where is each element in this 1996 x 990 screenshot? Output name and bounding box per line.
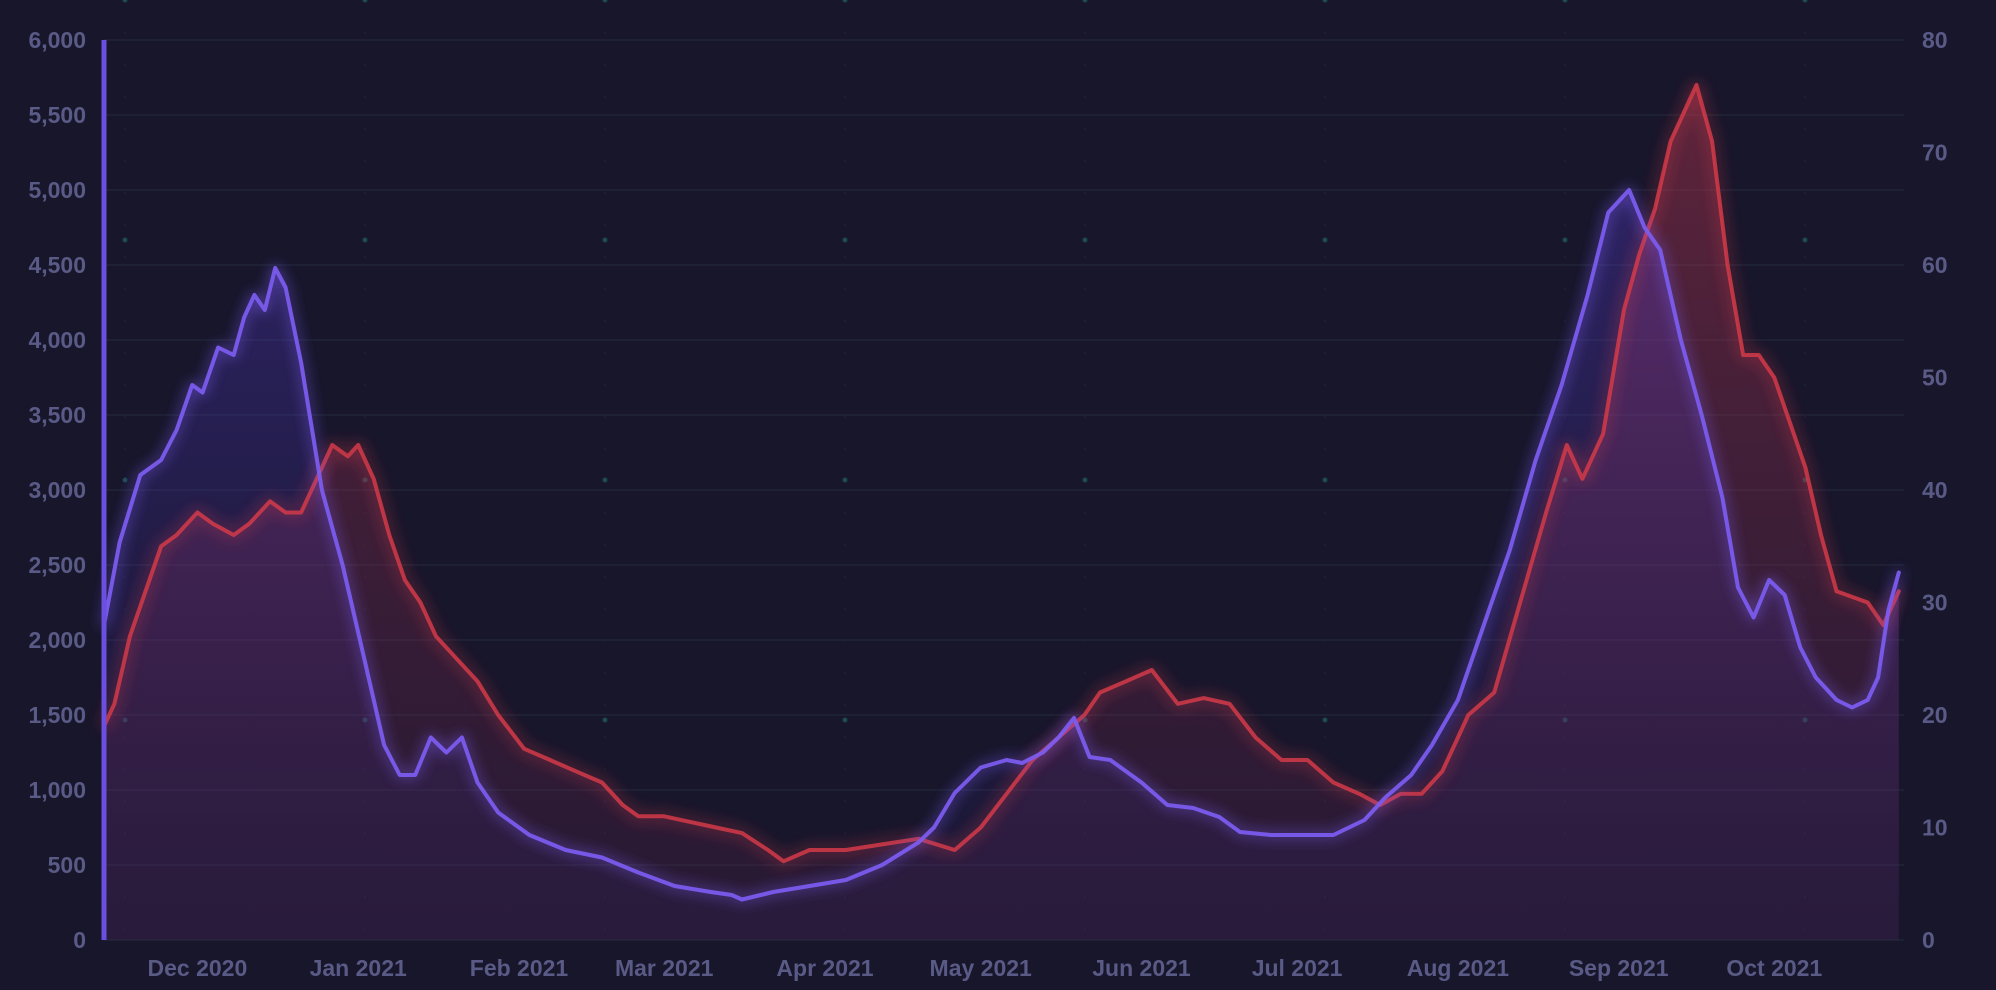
grid-node [602, 477, 608, 483]
grid-node [1322, 717, 1328, 723]
grid-node [1562, 237, 1568, 243]
grid-node [1082, 237, 1088, 243]
x-tick-label: Sep 2021 [1569, 955, 1669, 981]
x-tick-label: Jan 2021 [310, 955, 407, 981]
grid-node [122, 0, 128, 3]
left-y-tick-label: 3,500 [28, 402, 86, 428]
x-tick-label: Jul 2021 [1252, 955, 1343, 981]
grid-node [122, 237, 128, 243]
x-tick-label: May 2021 [930, 955, 1033, 981]
left-y-tick-label: 2,500 [28, 552, 86, 578]
right-y-tick-label: 0 [1922, 927, 1935, 953]
x-tick-label: Apr 2021 [776, 955, 873, 981]
left-y-tick-label: 5,500 [28, 102, 86, 128]
series-lines [102, 83, 1901, 902]
x-tick-label: Mar 2021 [615, 955, 714, 981]
right-y-tick-label: 60 [1922, 252, 1948, 278]
left-y-tick-label: 5,000 [28, 177, 86, 203]
right-y-tick-label: 50 [1922, 365, 1948, 391]
grid-node [842, 717, 848, 723]
grid-node [122, 477, 128, 483]
right-y-tick-label: 10 [1922, 815, 1948, 841]
left-y-axis: 0 500 1,000 1,500 2,000 2,500 3,000 3,500 4,000 4… [28, 27, 86, 953]
x-tick-label: Jun 2021 [1092, 955, 1191, 981]
left-y-tick-label: 1,500 [28, 702, 86, 728]
left-y-tick-label: 500 [48, 852, 86, 878]
grid-node [1802, 237, 1808, 243]
x-tick-label: Dec 2020 [148, 955, 248, 981]
left-y-tick-label: 4,000 [28, 327, 86, 353]
right-y-tick-label: 70 [1922, 140, 1948, 166]
right-y-tick-label: 40 [1922, 477, 1948, 503]
x-tick-label: Oct 2021 [1726, 955, 1822, 981]
left-y-tick-label: 4,500 [28, 252, 86, 278]
grid-node [362, 0, 368, 3]
left-y-tick-label: 6,000 [28, 27, 86, 53]
grid-node [1322, 237, 1328, 243]
grid-node [1322, 0, 1328, 3]
left-y-tick-label: 2,000 [28, 627, 86, 653]
grid-node [842, 477, 848, 483]
left-y-tick-label: 1,000 [28, 777, 86, 803]
x-tick-label: Aug 2021 [1407, 955, 1509, 981]
right-y-axis: 0 10 20 30 40 50 60 70 80 [1922, 27, 1948, 953]
grid-node [602, 237, 608, 243]
grid-node [1802, 0, 1808, 3]
grid-node [602, 0, 608, 3]
grid-node [842, 237, 848, 243]
right-y-tick-label: 20 [1922, 702, 1948, 728]
x-axis: Dec 2020 Jan 2021 Feb 2021 Mar 2021 Apr 2021… [148, 955, 1823, 981]
series-line-red [102, 83, 1901, 864]
grid-node [602, 717, 608, 723]
right-y-tick-label: 80 [1922, 27, 1948, 53]
grid-node [1322, 477, 1328, 483]
right-y-tick-label: 30 [1922, 590, 1948, 616]
grid-node [362, 237, 368, 243]
grid-node [842, 0, 848, 3]
grid-node [1082, 477, 1088, 483]
left-y-tick-label: 3,000 [28, 477, 86, 503]
left-y-tick-label: 0 [73, 927, 86, 953]
x-tick-label: Feb 2021 [470, 955, 569, 981]
grid-node [1082, 0, 1088, 3]
grid-node [1562, 0, 1568, 3]
series-line-purple [102, 188, 1901, 902]
